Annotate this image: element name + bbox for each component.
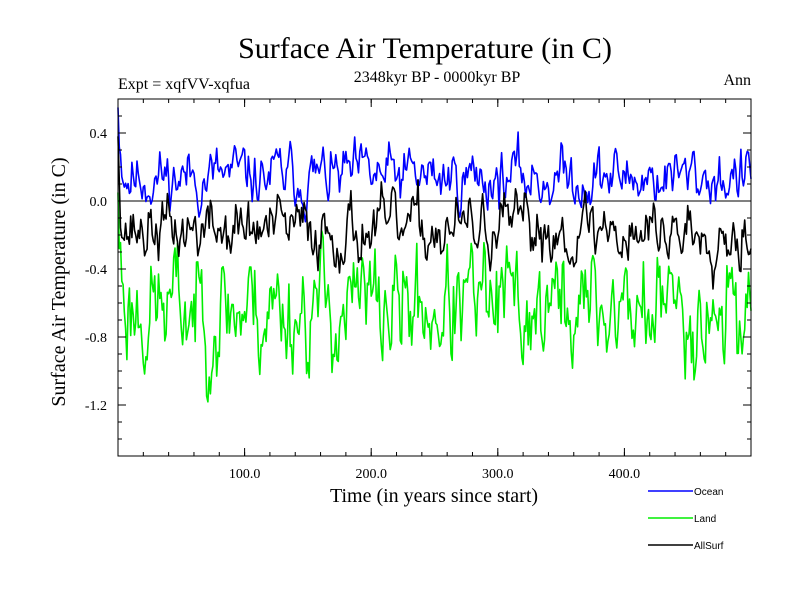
y-tick-label: -0.4 (85, 263, 107, 278)
y-tick-label: -1.2 (85, 399, 107, 414)
y-axis-label: Surface Air Temperature (in C) (48, 157, 70, 406)
x-tick-label: 400.0 (609, 467, 641, 482)
series-line-ocean (117, 107, 752, 223)
legend: Ocean Land AllSurf (648, 487, 724, 552)
x-tick-label: 100.0 (229, 467, 261, 482)
experiment-label: Expt = xqfVV-xqfua (118, 76, 250, 93)
axes-layer: 0.4 0.0 -0.4 -0.8 -1.2 100.0 200.0 300.0 400.0 (85, 98, 752, 482)
series-layer (117, 107, 752, 403)
season-label: Ann (723, 72, 751, 89)
x-tick-label: 300.0 (482, 467, 514, 482)
legend-label-land: Land (694, 514, 716, 525)
x-tick-label: 200.0 (355, 467, 387, 482)
chart-title: Surface Air Temperature (in C) (238, 32, 612, 65)
plot-background (118, 99, 751, 456)
y-tick-label: 0.0 (90, 195, 108, 210)
chart-subtitle: 2348kyr BP - 0000kyr BP (354, 69, 521, 86)
y-tick-label: -0.8 (85, 331, 107, 346)
series-line-allsurf (117, 136, 752, 290)
x-axis-label: Time (in years since start) (330, 485, 538, 507)
plot-frame (117, 98, 752, 457)
plot-area (118, 99, 751, 456)
legend-label-allsurf: AllSurf (694, 541, 724, 552)
legend-label-ocean: Ocean (694, 487, 723, 498)
y-tick-label: 0.4 (90, 127, 108, 142)
series-line-land (117, 192, 752, 403)
